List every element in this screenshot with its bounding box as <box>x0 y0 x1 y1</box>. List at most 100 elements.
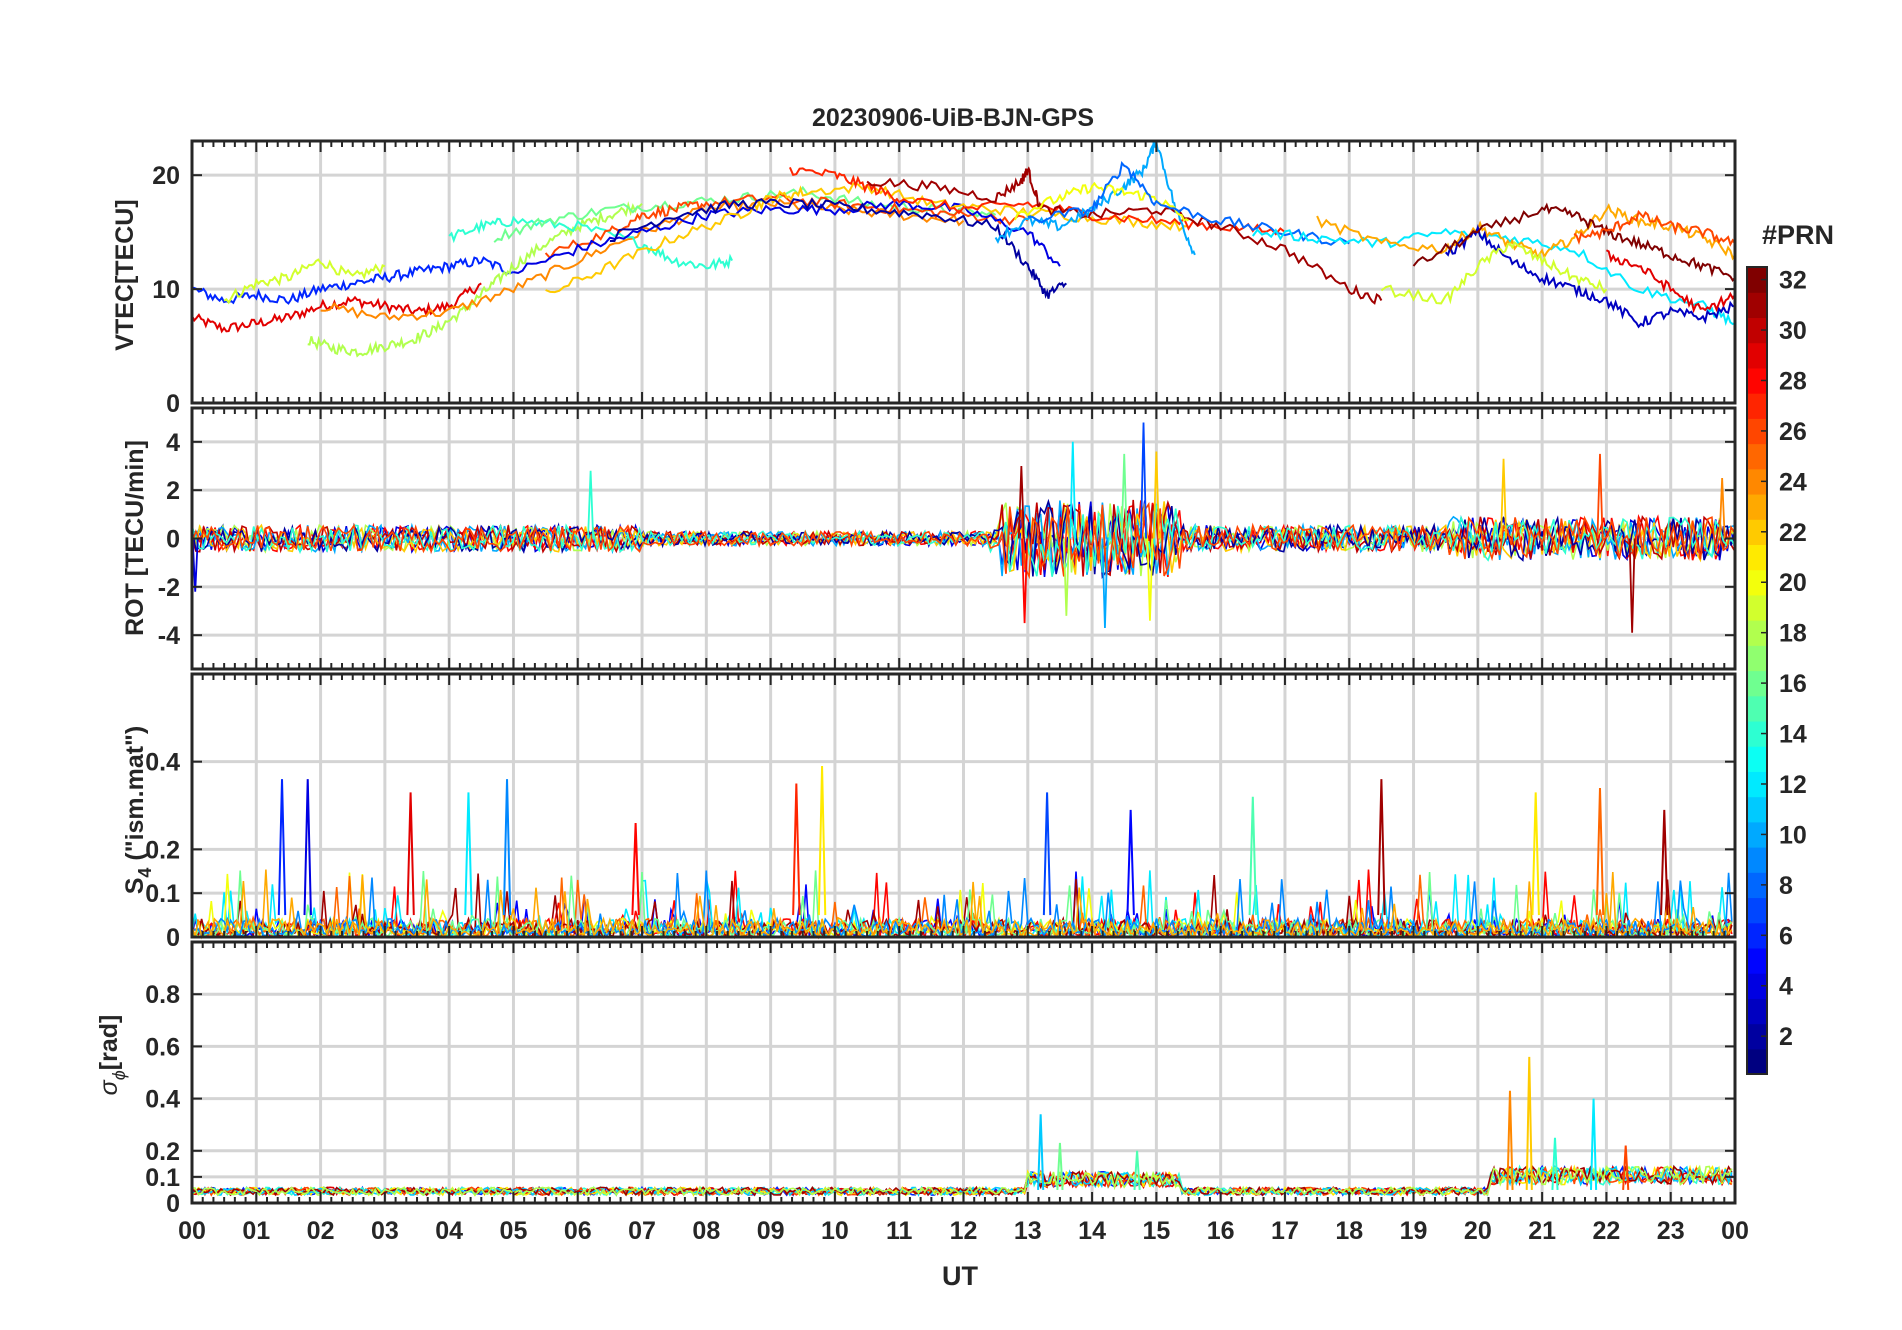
colorbar-swatch <box>1747 973 1767 999</box>
s4-spike <box>1595 787 1605 916</box>
sigma-ytick-label: 0.2 <box>145 1138 180 1166</box>
rot-spike <box>1017 465 1025 539</box>
colorbar-swatch <box>1747 670 1767 697</box>
colorbar-swatch <box>1747 468 1767 495</box>
colorbar-swatch <box>1747 947 1767 974</box>
colorbar-tick-label: 30 <box>1779 317 1807 345</box>
colorbar-tick-label: 28 <box>1779 367 1807 395</box>
rot-series-line <box>191 498 1736 580</box>
s4-spike <box>1042 792 1052 916</box>
x-tick-label: 04 <box>435 1217 463 1245</box>
rot-spike <box>1120 453 1128 539</box>
colorbar-swatch <box>1747 1023 1767 1050</box>
x-tick-label: 10 <box>821 1217 849 1245</box>
sigma-ytick-label: 0.8 <box>145 981 180 1009</box>
rot-spike <box>1596 453 1604 539</box>
x-tick-label: 06 <box>564 1217 592 1245</box>
vtec-ytick-label: 0 <box>166 390 180 418</box>
vtec-series-line <box>1444 224 1736 329</box>
vtec-series-line <box>1252 227 1736 327</box>
sigma-ytick-label: 0 <box>166 1190 180 1218</box>
colorbar-swatch <box>1747 645 1767 672</box>
colorbar-tick-label: 18 <box>1779 620 1807 648</box>
x-tick-label: 00 <box>1721 1217 1749 1245</box>
rot-ytick-label: 2 <box>166 477 180 505</box>
colorbar-tick-label: 26 <box>1779 418 1807 446</box>
colorbar-tick-label: 32 <box>1779 267 1807 295</box>
vtec-series-line <box>191 256 514 305</box>
x-axis-label: UT <box>942 1261 978 1291</box>
sigma-symbol: σ <box>95 1079 123 1095</box>
s4-ylabel-sub: 4 <box>135 868 155 878</box>
rot-ytick-label: -2 <box>158 574 180 602</box>
chart-title: 20230906-UiB-BJN-GPS <box>812 104 1094 132</box>
sigma-ytick-label: 0.6 <box>145 1033 180 1061</box>
colorbar-tick-label: 14 <box>1779 721 1807 749</box>
s4-spike <box>1660 809 1669 916</box>
colorbar-tick-label: 12 <box>1779 771 1807 799</box>
x-tick-label: 05 <box>500 1217 528 1245</box>
sigma-spike <box>1506 1090 1514 1190</box>
rot-spike <box>1140 422 1147 539</box>
vtec-series-line <box>1412 202 1736 282</box>
s4-spike <box>303 779 312 916</box>
rot-ytick-label: 0 <box>166 526 180 554</box>
rot-series-line <box>191 501 1736 580</box>
s4-spike <box>464 792 473 916</box>
panel-s4: 0 0.1 0.2 0.4 <box>145 672 1737 952</box>
colorbar-swatch <box>1747 872 1767 899</box>
rot-series-line <box>191 502 1736 577</box>
x-tick-label: 09 <box>757 1217 785 1245</box>
colorbar-tick-label: 2 <box>1779 1023 1793 1051</box>
colorbar-tick-label: 4 <box>1779 973 1793 1001</box>
vtec-series-line <box>609 197 1067 299</box>
rot-spike <box>587 470 595 539</box>
vtec-series-line <box>1027 161 1350 246</box>
x-tick-label: 08 <box>692 1217 720 1245</box>
sigma-spike <box>1551 1137 1559 1190</box>
rot-spike <box>1146 538 1154 621</box>
colorbar-swatch <box>1747 897 1767 924</box>
vtec-ytick-label: 10 <box>152 276 180 304</box>
colorbar-swatch <box>1747 922 1767 949</box>
colorbar-swatch <box>1747 292 1767 319</box>
rot-spike <box>191 538 199 592</box>
colorbar-swatch <box>1747 1048 1767 1075</box>
rot-spike <box>1021 538 1029 624</box>
phi-symbol: ϕ <box>109 1070 129 1080</box>
colorbar-tick-label: 20 <box>1779 569 1807 597</box>
colorbar-swatch <box>1747 519 1767 546</box>
s4-spike <box>1377 779 1386 916</box>
rot-spike <box>1718 478 1726 539</box>
vtec-series-line <box>788 167 1286 236</box>
s4-spike <box>792 783 801 916</box>
colorbar-swatch <box>1747 342 1767 369</box>
colorbar-swatch <box>1747 493 1767 520</box>
sigma-spike <box>1622 1145 1630 1191</box>
vtec-series-line <box>493 185 997 243</box>
x-tick-label: 07 <box>628 1217 656 1245</box>
colorbar-swatch <box>1747 847 1767 873</box>
colorbar-swatch <box>1747 620 1767 646</box>
colorbar-tick-label: 6 <box>1779 922 1793 950</box>
vtec-ylabel: VTEC[TECU] <box>111 199 139 350</box>
rot-ytick-label: -4 <box>158 622 180 650</box>
s4-ylabel: S4 ("ism.mat") <box>121 726 155 895</box>
colorbar-swatch <box>1747 998 1767 1025</box>
colorbar-swatch <box>1747 821 1767 848</box>
sigma-spike <box>1589 1098 1598 1190</box>
s4-spike <box>502 779 512 916</box>
x-tick-label: 01 <box>242 1217 270 1245</box>
vtec-series-line <box>513 199 1061 275</box>
colorbar-frame <box>1746 266 1768 1075</box>
colorbar-swatch <box>1747 771 1767 798</box>
colorbar-tick-label: 24 <box>1779 468 1807 496</box>
sigma-ytick-label: 0.1 <box>145 1164 180 1192</box>
colorbar-swatch <box>1747 720 1767 747</box>
s4-ytick-label: 0.2 <box>145 836 180 864</box>
rot-spike <box>1069 441 1077 539</box>
vtec-series-line <box>1605 249 1736 314</box>
colorbar-tick-label: 10 <box>1779 821 1807 849</box>
rot-ytick-label: 4 <box>166 429 180 457</box>
